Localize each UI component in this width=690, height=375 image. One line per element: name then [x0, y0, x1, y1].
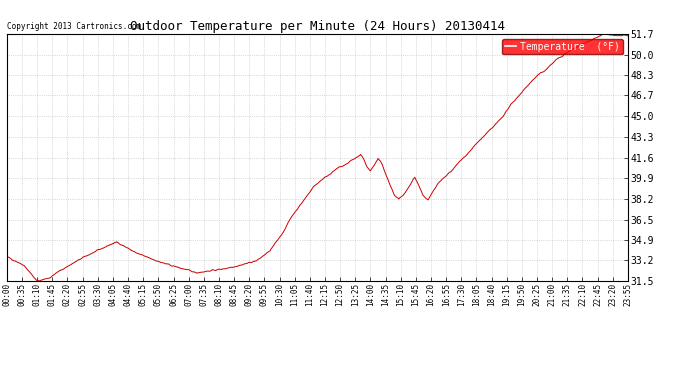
Text: Copyright 2013 Cartronics.com: Copyright 2013 Cartronics.com [7, 22, 141, 31]
Title: Outdoor Temperature per Minute (24 Hours) 20130414: Outdoor Temperature per Minute (24 Hours… [130, 20, 505, 33]
Legend: Temperature  (°F): Temperature (°F) [502, 39, 623, 54]
